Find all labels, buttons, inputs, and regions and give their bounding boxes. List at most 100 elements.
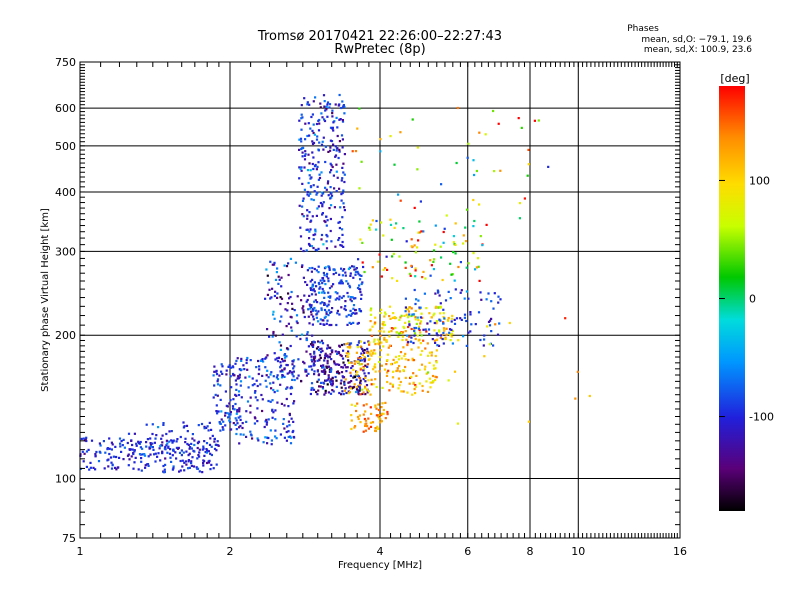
data-point — [216, 412, 219, 415]
data-point — [341, 191, 344, 195]
data-point — [331, 377, 334, 380]
data-point — [300, 128, 303, 131]
data-point — [329, 171, 332, 174]
data-point — [439, 334, 443, 337]
data-point — [210, 445, 213, 448]
data-point — [588, 394, 591, 398]
data-point — [322, 364, 325, 367]
data-point — [358, 363, 361, 366]
data-point — [326, 379, 329, 382]
data-point — [256, 437, 259, 440]
data-point — [447, 316, 450, 320]
data-point — [454, 288, 457, 291]
data-point — [419, 200, 422, 203]
data-point — [318, 348, 321, 352]
data-point — [335, 116, 338, 119]
data-point — [325, 215, 328, 218]
data-point — [448, 331, 451, 334]
data-point — [383, 311, 387, 314]
data-point — [345, 366, 348, 369]
data-point — [383, 315, 386, 318]
data-point — [332, 174, 335, 177]
data-point — [301, 155, 304, 158]
data-point — [265, 421, 269, 424]
data-point — [318, 354, 322, 357]
data-point — [216, 383, 220, 386]
data-point — [385, 339, 388, 342]
data-point — [355, 378, 358, 381]
data-point — [350, 380, 353, 383]
data-point — [181, 459, 184, 462]
data-point — [401, 338, 404, 342]
data-point — [317, 119, 320, 122]
data-point — [266, 442, 269, 445]
data-point — [361, 281, 364, 284]
data-point — [207, 429, 210, 432]
data-point — [364, 364, 367, 367]
data-point — [241, 426, 244, 430]
data-point — [298, 148, 301, 151]
data-point — [341, 274, 344, 277]
data-point — [391, 255, 394, 258]
data-point — [305, 228, 308, 231]
data-point — [329, 146, 332, 149]
data-point — [320, 347, 323, 350]
data-point — [345, 370, 348, 373]
data-point — [301, 151, 304, 154]
data-point — [174, 451, 177, 454]
data-point — [387, 346, 390, 349]
data-point — [362, 265, 365, 269]
data-point — [386, 359, 389, 362]
data-point — [120, 440, 123, 443]
data-point — [378, 370, 381, 373]
data-point — [380, 414, 383, 417]
data-point — [137, 440, 140, 443]
data-point — [331, 115, 334, 118]
data-point — [340, 306, 343, 309]
data-point — [355, 373, 358, 376]
data-point — [347, 381, 350, 384]
data-point — [336, 297, 339, 300]
data-point — [219, 422, 222, 425]
data-point — [203, 440, 206, 443]
data-point — [131, 443, 134, 447]
data-point — [312, 343, 315, 346]
data-point — [311, 309, 314, 312]
data-point — [303, 97, 306, 100]
data-point — [350, 314, 353, 317]
data-point — [436, 334, 439, 337]
data-point — [393, 316, 396, 319]
data-point — [234, 393, 237, 396]
data-point — [352, 321, 355, 324]
data-point — [323, 357, 326, 360]
data-point — [242, 364, 245, 367]
data-point — [214, 393, 217, 396]
data-point — [274, 429, 277, 432]
data-point — [404, 297, 407, 300]
data-point — [170, 460, 173, 463]
data-point — [304, 150, 307, 153]
data-point — [257, 372, 260, 376]
data-point — [356, 270, 359, 273]
data-point — [222, 420, 225, 423]
data-point — [185, 424, 189, 427]
data-point — [314, 293, 317, 296]
data-point — [316, 185, 319, 188]
data-point — [368, 228, 372, 231]
data-point — [114, 466, 117, 469]
data-point — [313, 357, 316, 360]
data-point — [371, 219, 374, 222]
data-point — [328, 311, 332, 314]
data-point — [463, 316, 466, 319]
data-point — [341, 138, 344, 141]
data-point — [426, 371, 430, 374]
data-point — [284, 356, 287, 359]
data-point — [287, 273, 290, 277]
data-point — [208, 443, 212, 446]
data-point — [465, 208, 469, 211]
data-point — [439, 245, 442, 248]
data-point — [335, 163, 338, 166]
data-point — [323, 369, 326, 372]
data-point — [399, 380, 402, 384]
data-point — [270, 371, 273, 374]
